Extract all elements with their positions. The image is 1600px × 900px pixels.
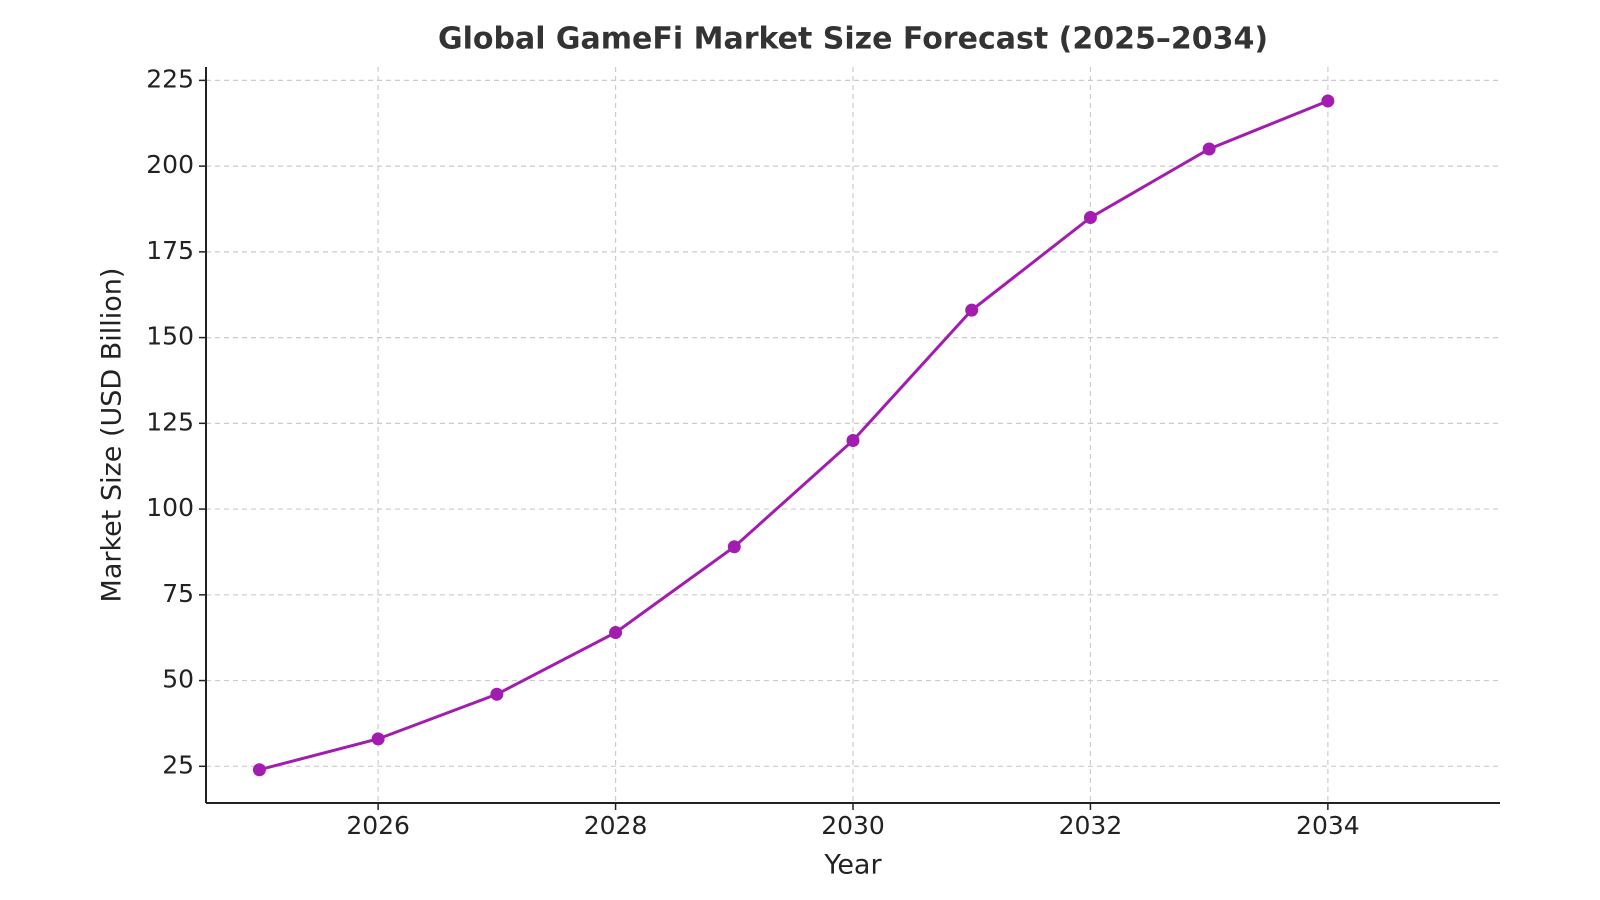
data-point: [1321, 94, 1335, 108]
x-tick-label: 2026: [346, 811, 410, 840]
data-point: [727, 540, 741, 554]
data-point: [965, 303, 979, 317]
x-tick-label: 2034: [1296, 811, 1360, 840]
x-tick-label: 2028: [584, 811, 648, 840]
y-tick-label: 25: [162, 750, 194, 779]
y-tick-label: 225: [146, 64, 194, 93]
y-tick-label: 200: [146, 150, 194, 179]
chart-title: Global GameFi Market Size Forecast (2025…: [438, 22, 1268, 57]
data-point: [1202, 142, 1216, 156]
data-point: [609, 626, 623, 640]
x-axis-label: Year: [823, 850, 882, 881]
x-tick-label: 2030: [821, 811, 885, 840]
y-tick-label: 150: [146, 322, 194, 351]
data-point: [371, 732, 385, 746]
y-tick-label: 100: [146, 493, 194, 522]
data-line: [259, 99, 1329, 772]
y-tick-label: 175: [146, 236, 194, 265]
y-axis-label: Market Size (USD Billion): [97, 268, 128, 603]
data-point: [846, 433, 860, 447]
data-point: [1083, 211, 1097, 225]
data-point: [252, 763, 266, 777]
x-tick-label: 2032: [1059, 811, 1123, 840]
data-point: [490, 687, 504, 701]
y-tick-label: 50: [162, 665, 194, 694]
y-tick-label: 75: [162, 579, 194, 608]
y-tick-label: 125: [146, 407, 194, 436]
